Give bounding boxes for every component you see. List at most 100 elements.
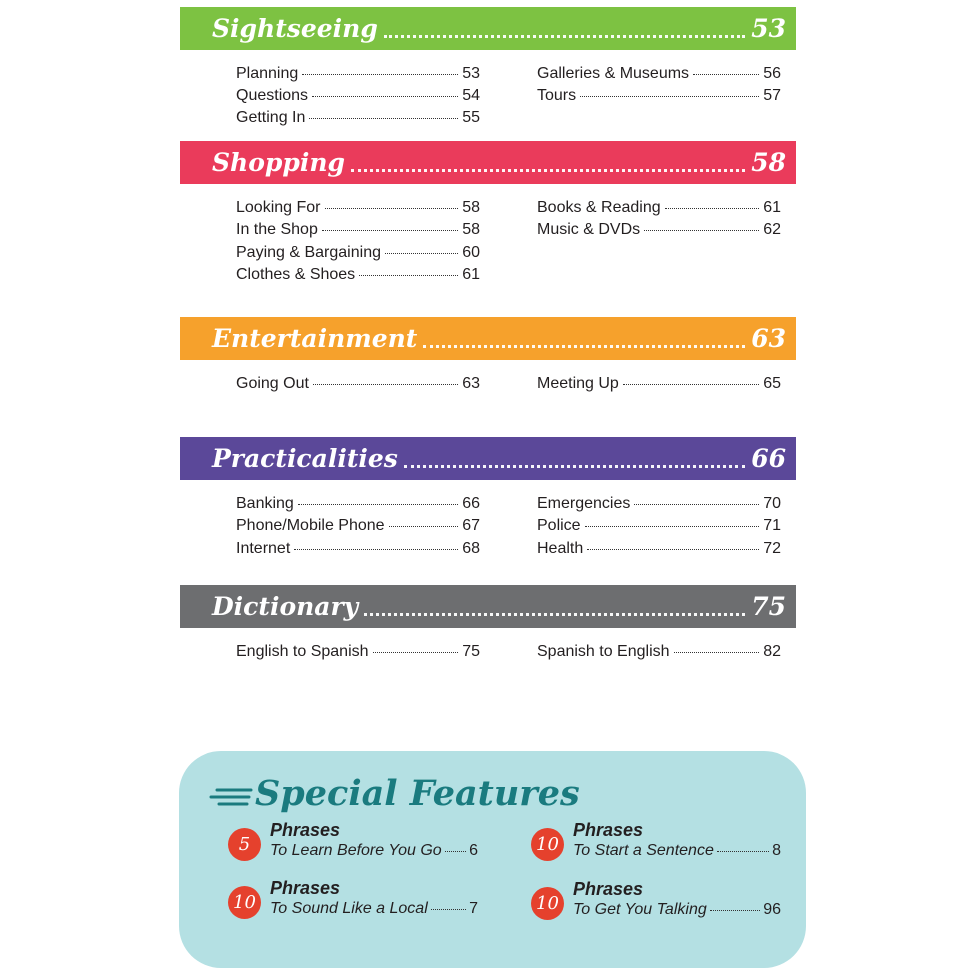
entry-page: 61 (763, 199, 781, 216)
toc-entry[interactable]: In the Shop 58 (236, 221, 480, 243)
section-header[interactable]: Practicalities 66 (180, 437, 796, 480)
leader-dots (709, 910, 761, 911)
entry-label: Banking (236, 495, 294, 512)
toc-entry[interactable]: Getting In 55 (236, 109, 480, 131)
leader-dots (384, 253, 459, 254)
feature-page: 7 (469, 900, 478, 917)
entry-page: 58 (462, 199, 480, 216)
section-title: Practicalities (212, 444, 398, 473)
leader-dots (622, 384, 760, 385)
section-page: 63 (751, 324, 786, 353)
section-entertainment: Entertainment 63 Going Out 63 Meeting Up 6… (180, 317, 796, 450)
entry-page: 70 (763, 495, 781, 512)
entry-page: 54 (462, 87, 480, 104)
section-title: Entertainment (212, 324, 418, 353)
feature-heading: Phrases (270, 820, 341, 840)
toc-entry[interactable]: Spanish to English 82 (537, 643, 781, 665)
entry-page: 67 (462, 517, 480, 534)
entry-page: 61 (462, 266, 480, 283)
section-title: Shopping (212, 148, 346, 177)
leader-dots (297, 504, 459, 505)
section-title: Dictionary (212, 592, 359, 621)
entry-page: 66 (462, 495, 480, 512)
entry-label: Phone/Mobile Phone (236, 517, 385, 534)
leader-dots (716, 851, 770, 852)
leader-dots (634, 504, 760, 505)
toc-entry[interactable]: Tours 57 (537, 87, 781, 109)
toc-entry[interactable]: Police 71 (537, 517, 781, 539)
entry-label: Clothes & Shoes (236, 266, 356, 283)
toc-entry[interactable]: Internet 68 (236, 540, 480, 562)
toc-entry[interactable]: Looking For 58 (236, 199, 480, 221)
leader-dots (294, 549, 459, 550)
feature-heading: Phrases (573, 879, 644, 899)
entry-page: 53 (462, 65, 480, 82)
section-page: 75 (751, 592, 786, 621)
toc-entry[interactable]: Questions 54 (236, 87, 480, 109)
leader-dots (693, 74, 760, 75)
feature-page: 96 (763, 901, 781, 918)
leader-dots (351, 169, 746, 172)
entry-page: 60 (462, 244, 480, 261)
entry-page: 55 (462, 109, 480, 126)
toc-entry[interactable]: Clothes & Shoes 61 (236, 266, 480, 288)
entry-label: Books & Reading (537, 199, 661, 216)
entry-label: Meeting Up (537, 375, 619, 392)
toc-entry[interactable]: Planning 53 (236, 65, 480, 87)
toc-entry[interactable]: Banking 66 (236, 495, 480, 517)
leader-dots (580, 96, 760, 97)
section-header[interactable]: Sightseeing 53 (180, 7, 796, 50)
leader-dots (312, 96, 459, 97)
entry-page: 75 (462, 643, 480, 660)
toc-entry[interactable]: Meeting Up 65 (537, 375, 781, 397)
section-page: 58 (751, 148, 786, 177)
entry-page: 65 (763, 375, 781, 392)
toc-entry[interactable]: Galleries & Museums 56 (537, 65, 781, 87)
toc-entry[interactable]: Paying & Bargaining 60 (236, 244, 480, 266)
section-page: 53 (751, 14, 786, 43)
toc-entry[interactable]: Going Out 63 (236, 375, 480, 397)
entry-page: 56 (763, 65, 781, 82)
count-badge: 10 (531, 828, 564, 861)
section-practicalities: Practicalities 66 Banking 66 Phone/Mobile… (180, 437, 796, 570)
section-header[interactable]: Shopping 58 (180, 141, 796, 184)
feature-page: 8 (772, 842, 781, 859)
feature-subtitle: To Get You Talking (573, 901, 707, 918)
feature-heading: Phrases (270, 878, 341, 898)
entry-page: 82 (763, 643, 781, 660)
entry-page: 62 (763, 221, 781, 238)
toc-entry[interactable]: English to Spanish 75 (236, 643, 480, 665)
section-page: 66 (751, 444, 786, 473)
special-features-title: Special Features (255, 773, 580, 814)
leader-dots (644, 230, 760, 231)
toc-entry[interactable]: Health 72 (537, 540, 781, 562)
section-header[interactable]: Dictionary 75 (180, 585, 796, 628)
entry-page: 71 (763, 517, 781, 534)
entry-page: 63 (462, 375, 480, 392)
feature-subtitle: To Learn Before You Go (270, 842, 442, 859)
entry-label: Looking For (236, 199, 321, 216)
toc-entry[interactable]: Books & Reading 61 (537, 199, 781, 221)
toc-entry[interactable]: Emergencies 70 (537, 495, 781, 517)
section-shopping: Shopping 58 Looking For 58 In the Shop 58 … (180, 141, 796, 283)
leader-dots (664, 208, 760, 209)
entry-label: Spanish to English (537, 643, 670, 660)
leader-dots (673, 652, 760, 653)
leader-dots (388, 526, 459, 527)
entry-page: 68 (462, 540, 480, 557)
entry-label: Police (537, 517, 581, 534)
entry-page: 58 (462, 221, 480, 238)
section-sightseeing: Sightseeing 53 Planning 53 Questions 54 Ge… (180, 7, 796, 140)
entry-label: Emergencies (537, 495, 631, 512)
feature-page: 6 (469, 842, 478, 859)
toc-entry[interactable]: Music & DVDs 62 (537, 221, 781, 243)
entry-label: In the Shop (236, 221, 318, 238)
count-badge: 10 (228, 886, 261, 919)
leader-dots (403, 465, 746, 468)
leader-dots (430, 909, 467, 910)
section-header[interactable]: Entertainment 63 (180, 317, 796, 360)
toc-entry[interactable]: Phone/Mobile Phone 67 (236, 517, 480, 539)
entry-label: Music & DVDs (537, 221, 641, 238)
entry-page: 72 (763, 540, 781, 557)
entry-label: Internet (236, 540, 291, 557)
